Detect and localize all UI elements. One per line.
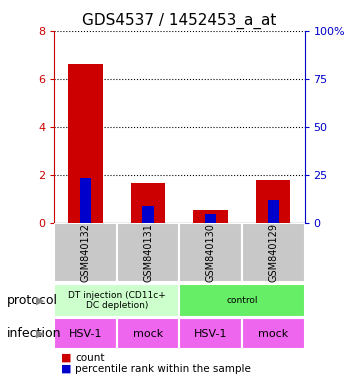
Text: mock: mock: [258, 329, 288, 339]
Bar: [242, 318, 304, 349]
Text: GSM840131: GSM840131: [143, 223, 153, 282]
Text: GSM840132: GSM840132: [80, 223, 91, 282]
Text: ■: ■: [61, 353, 72, 363]
Bar: [179, 223, 242, 282]
Text: GSM840130: GSM840130: [206, 223, 216, 282]
Bar: [117, 223, 179, 282]
Text: mock: mock: [133, 329, 163, 339]
Text: percentile rank within the sample: percentile rank within the sample: [75, 364, 251, 374]
Bar: [205, 214, 216, 223]
Text: HSV-1: HSV-1: [194, 329, 228, 339]
Bar: [194, 210, 228, 223]
Text: DT injection (CD11c+
DC depletion): DT injection (CD11c+ DC depletion): [68, 291, 166, 310]
Bar: [179, 318, 242, 349]
Bar: [68, 65, 103, 223]
Bar: [179, 284, 304, 317]
Bar: [268, 200, 279, 223]
Bar: [117, 318, 179, 349]
Text: ▶: ▶: [36, 295, 44, 306]
Bar: [256, 180, 290, 223]
Text: protocol: protocol: [7, 294, 58, 307]
Bar: [242, 223, 304, 282]
Bar: [54, 223, 117, 282]
Text: count: count: [75, 353, 105, 363]
Bar: [142, 206, 154, 223]
Text: GSM840129: GSM840129: [268, 223, 278, 282]
Text: ▶: ▶: [36, 329, 44, 339]
Bar: [54, 284, 179, 317]
Bar: [131, 183, 165, 223]
Bar: [80, 178, 91, 223]
Bar: [54, 318, 117, 349]
Title: GDS4537 / 1452453_a_at: GDS4537 / 1452453_a_at: [82, 13, 276, 29]
Text: control: control: [226, 296, 258, 305]
Text: HSV-1: HSV-1: [69, 329, 102, 339]
Text: ■: ■: [61, 364, 72, 374]
Text: infection: infection: [7, 327, 62, 340]
